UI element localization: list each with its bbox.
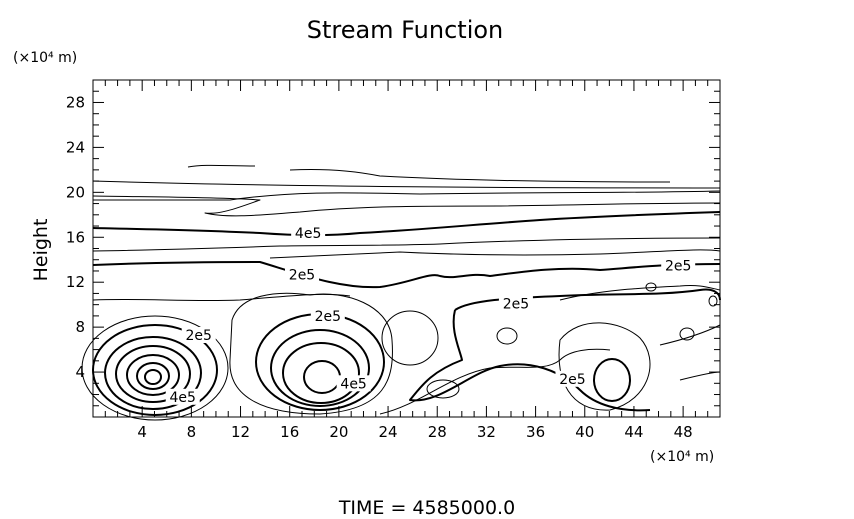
x-tick-label: 20 <box>329 423 348 441</box>
vortex-mid-1 <box>229 292 393 415</box>
contour-label-bg <box>336 375 371 392</box>
x-tick-label: 8 <box>187 423 197 441</box>
cell-mid-right <box>381 310 439 366</box>
x-tick-label: 44 <box>624 423 643 441</box>
y-tick-label: 16 <box>66 228 85 246</box>
contour-label-bg <box>165 388 200 405</box>
cell-small-1 <box>426 379 460 399</box>
contour-label: 4e5 <box>340 376 366 392</box>
time-footer: TIME = 4585000.0 <box>338 497 515 519</box>
vortex-left-4 <box>115 345 191 403</box>
vortex-mid-3 <box>270 329 370 407</box>
x-tick-label: 12 <box>231 423 250 441</box>
contour-2e5-lower <box>409 288 721 412</box>
contour-4e5-upper <box>92 211 721 237</box>
contour-upper-1 <box>92 180 721 189</box>
contour-label-bg <box>291 224 326 241</box>
contour-label-bg <box>285 266 319 283</box>
contour-label-bg <box>181 326 216 343</box>
vortex-left-5 <box>126 354 180 396</box>
vortex-left-6 <box>136 362 170 390</box>
cell-small-3 <box>679 327 695 341</box>
contour-upper-6 <box>269 249 721 259</box>
contour-label: 2e5 <box>289 267 315 283</box>
vortex-mid-5 <box>303 360 341 394</box>
cell-small-2 <box>496 327 518 345</box>
contour-label: 2e5 <box>503 297 529 313</box>
vortex-left-7 <box>144 369 162 385</box>
contour-label: 4e5 <box>295 226 321 242</box>
x-tick-label: 16 <box>280 423 299 441</box>
contour-upper-2 <box>187 164 671 183</box>
vortex-mid-4 <box>282 342 360 404</box>
x-tick-label: 28 <box>428 423 447 441</box>
contour-label-bg <box>555 370 590 387</box>
contour-label-bg <box>310 307 345 324</box>
vortex-left-3 <box>104 336 202 410</box>
x-tick-label: 32 <box>477 423 496 441</box>
contour-upper-5 <box>92 237 721 252</box>
x-tick-label: 4 <box>137 423 147 441</box>
contour-label: 2e5 <box>315 309 341 325</box>
axis-ticks <box>93 80 720 417</box>
contour-upper-3 <box>92 195 721 217</box>
y-tick-label: 4 <box>75 363 85 381</box>
y-tick-label: 8 <box>75 318 85 336</box>
contour-labels: 4e5 2e5 2e5 2e5 2e5 2e5 4e5 4e5 2e5 <box>165 224 696 406</box>
vortex-right-1 <box>558 322 651 411</box>
contour-middle-1 <box>92 285 721 302</box>
vortex-right-2 <box>593 358 631 402</box>
contour-label: 2e5 <box>186 328 212 344</box>
contour-label-bg <box>661 257 696 274</box>
cell-small-5 <box>645 282 657 292</box>
y-tick-label: 20 <box>66 183 85 201</box>
y-tick-label: 24 <box>66 138 85 156</box>
cell-small-4 <box>708 295 718 307</box>
x-tick-labels: 4 8 12 16 20 24 28 32 36 40 44 48 <box>137 423 692 441</box>
x-tick-label: 48 <box>674 423 693 441</box>
contour-lines <box>81 164 721 421</box>
contour-2e5-upper <box>92 261 721 289</box>
y-tick-label: 28 <box>66 93 85 111</box>
contour-label: 2e5 <box>559 372 585 388</box>
contour-label: 2e5 <box>665 258 691 274</box>
x-axis-unit: (×10⁴ m) <box>650 449 714 465</box>
x-tick-label: 36 <box>526 423 545 441</box>
chart-title: Stream Function <box>307 16 504 44</box>
contour-upper-4 <box>93 190 721 201</box>
contour-label-bg <box>498 295 533 312</box>
y-tick-label: 12 <box>66 273 85 291</box>
x-tick-label: 24 <box>379 423 398 441</box>
x-tick-label: 40 <box>575 423 594 441</box>
y-axis-label: Height <box>30 219 52 282</box>
contour-label: 4e5 <box>170 390 196 406</box>
y-axis-unit: (×10⁴ m) <box>13 50 77 66</box>
vortex-left-1 <box>81 315 229 421</box>
y-tick-labels: 4 8 12 16 20 24 28 <box>66 93 85 381</box>
